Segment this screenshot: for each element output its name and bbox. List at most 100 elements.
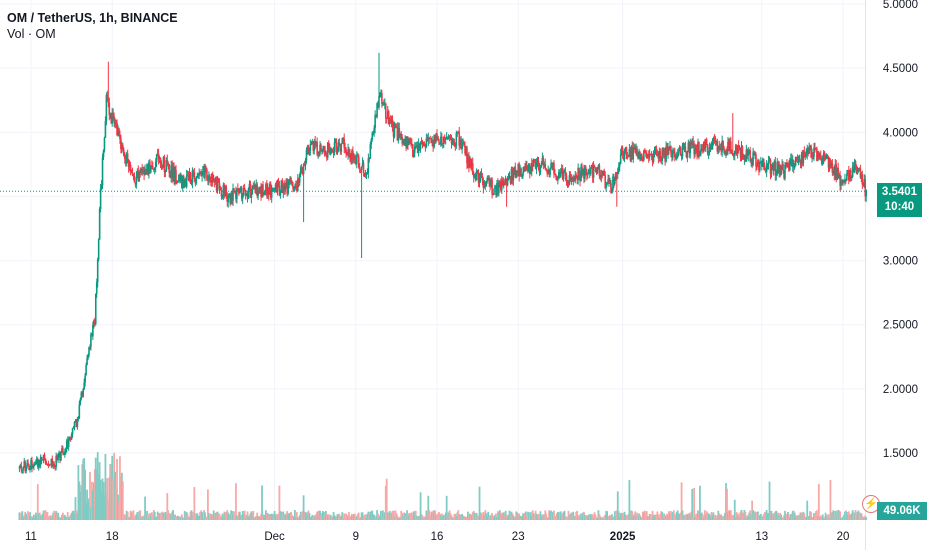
candle-body-up	[273, 188, 276, 190]
candle-body-down	[123, 156, 126, 159]
volume-bar	[619, 513, 622, 520]
candle-body-up	[838, 175, 840, 179]
alert-icon[interactable]: ⚡	[862, 495, 880, 513]
candle-body-down	[395, 127, 398, 129]
volume-bar	[417, 515, 420, 520]
volume-bar	[508, 510, 511, 520]
volume-bar	[711, 515, 714, 520]
candle-body-up	[379, 94, 381, 97]
volume-bar	[738, 517, 741, 520]
volume-bar	[99, 479, 102, 520]
candle-body-down	[862, 184, 865, 186]
volume-bar	[656, 511, 659, 520]
symbol-title[interactable]: OM / TetherUS, 1h, BINANCE	[7, 11, 178, 25]
candle-body-down	[637, 155, 639, 159]
candle-body-down	[300, 167, 303, 172]
volume-bar	[241, 510, 244, 520]
candle-body-up	[68, 437, 71, 440]
candlesticks[interactable]	[18, 52, 867, 474]
volume-bar	[526, 511, 529, 520]
volume-bar	[304, 512, 307, 520]
volume-bar	[714, 515, 717, 520]
volume-bar	[325, 513, 328, 520]
candle-body-up	[605, 183, 607, 188]
candle-body-down	[585, 167, 587, 172]
candle-body-down	[594, 167, 597, 172]
candle-body-up	[522, 172, 524, 176]
candle-body-up	[781, 164, 783, 169]
volume-bar	[70, 512, 73, 520]
candle-body-down	[604, 175, 606, 188]
candle-body-down	[524, 167, 526, 169]
volume-bar	[380, 510, 382, 520]
volume-bar	[72, 510, 75, 520]
candle-body-down	[807, 147, 809, 154]
volume-indicator-label[interactable]: Vol · OM	[7, 27, 56, 41]
candle-body-up	[177, 181, 179, 183]
volume-bar	[523, 513, 525, 520]
candle-body-down	[576, 177, 578, 180]
candle-body-up	[624, 147, 627, 153]
volume-bar	[627, 514, 630, 520]
candle-body-down	[779, 164, 781, 176]
candle-body-down	[861, 174, 864, 185]
volume-bar	[705, 511, 708, 520]
volume-bar	[362, 517, 365, 520]
volume-bar	[266, 513, 269, 520]
candle-body-down	[346, 152, 348, 156]
volume-bar	[301, 511, 304, 520]
price-axis[interactable]: 5.00004.50004.00003.50003.00002.50002.00…	[883, 0, 918, 460]
volume-bar	[846, 515, 849, 520]
candle-body-up	[317, 152, 319, 155]
candle-body-up	[222, 184, 225, 196]
volume-bar	[592, 517, 595, 520]
volume-bar	[238, 511, 241, 520]
price-tick-label: 3.0000	[883, 256, 918, 268]
time-axis[interactable]: 11 18 Dec 9 16 23 2025 13 20	[25, 531, 849, 543]
volume-bar	[166, 493, 169, 520]
price-tick-label: 2.0000	[883, 384, 918, 396]
candle-body-up	[787, 162, 789, 168]
chart-grid	[0, 0, 866, 550]
candle-body-down	[266, 184, 268, 195]
volume-bar	[262, 515, 264, 520]
symbol-legend[interactable]: OM / TetherUS, 1h, BINANCE	[7, 9, 178, 28]
volume-bar	[742, 512, 745, 520]
volume-bar	[225, 512, 228, 520]
candle-body-down	[538, 165, 541, 173]
volume-bar	[545, 513, 548, 520]
candle-body-up	[370, 139, 373, 145]
candle-body-down	[226, 196, 229, 203]
candle-body-up	[255, 184, 258, 193]
volume-bar	[796, 515, 799, 520]
candle-body-up	[287, 183, 289, 194]
candle-body-down	[674, 152, 676, 158]
volume-bar	[88, 498, 90, 520]
candle-body-up	[830, 163, 833, 166]
candle-body-up	[663, 149, 665, 156]
candle-body-up	[620, 147, 623, 155]
volume-bar	[90, 507, 92, 520]
volume-bar	[229, 515, 232, 520]
candle-body-up	[589, 168, 592, 174]
candle-body-up	[72, 427, 75, 429]
volume-bar	[309, 517, 312, 520]
volume-bar	[785, 516, 787, 520]
candle-body-down	[452, 139, 455, 142]
volume-bar	[450, 515, 453, 520]
candle-body-up	[230, 193, 232, 204]
candle-body-up	[485, 181, 488, 187]
volume-bar	[343, 513, 346, 520]
volume-bar	[478, 486, 481, 520]
candle-body-down	[796, 157, 799, 160]
candle-body-down	[864, 179, 867, 197]
volume-bar	[598, 514, 601, 520]
volume-bar	[283, 515, 286, 520]
candle-body-down	[819, 154, 822, 159]
candle-body-down	[744, 154, 747, 162]
candle-body-down	[558, 171, 561, 177]
candle-body-down	[321, 148, 323, 153]
candle-body-up	[64, 451, 66, 455]
candle-body-down	[43, 454, 46, 459]
